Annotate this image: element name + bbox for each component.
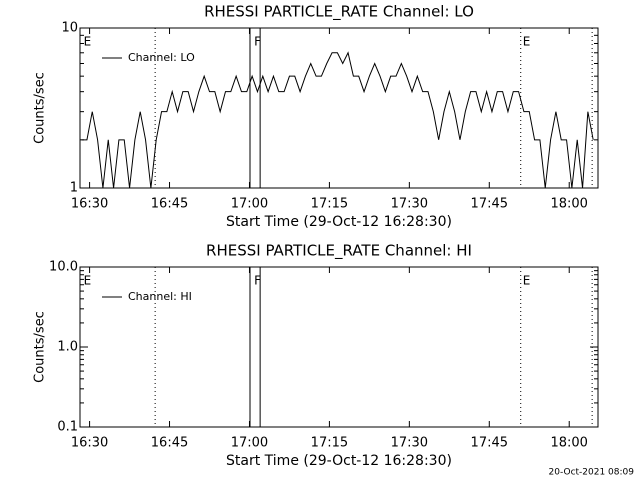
event-label: E xyxy=(523,35,531,49)
y-axis-label: Counts/sec xyxy=(33,72,48,144)
x-tick-label: 16:30 xyxy=(71,197,108,212)
y-axis-label: Counts/sec xyxy=(33,311,48,383)
x-tick-label: 17:30 xyxy=(391,436,428,451)
event-label: E xyxy=(84,35,92,49)
chart-title: RHESSI PARTICLE_RATE Channel: LO xyxy=(204,3,474,22)
x-tick-label: 16:45 xyxy=(151,436,188,451)
x-tick-label: 16:30 xyxy=(71,436,108,451)
x-tick-label: 18:00 xyxy=(550,436,587,451)
event-label: E xyxy=(523,274,531,288)
y-tick-label: 10.0 xyxy=(49,260,78,275)
x-tick-label: 17:15 xyxy=(311,436,348,451)
x-tick-label: 17:30 xyxy=(391,197,428,212)
event-label: E xyxy=(84,274,92,288)
y-tick-label: 1 xyxy=(70,181,78,196)
x-tick-label: 17:00 xyxy=(231,436,268,451)
x-axis-label: Start Time (29-Oct-12 16:28:30) xyxy=(226,214,452,230)
x-tick-label: 16:45 xyxy=(151,197,188,212)
x-tick-label: 18:00 xyxy=(550,197,587,212)
plot-frame xyxy=(79,27,599,189)
y-tick-label: 1.0 xyxy=(57,340,78,355)
x-tick-label: 17:45 xyxy=(471,197,508,212)
event-label: F xyxy=(254,35,261,49)
legend-label: Channel: LO xyxy=(128,51,195,64)
legend-label: Channel: HI xyxy=(128,290,192,303)
x-tick-label: 17:00 xyxy=(231,197,268,212)
x-tick-label: 17:15 xyxy=(311,197,348,212)
x-axis-label: Start Time (29-Oct-12 16:28:30) xyxy=(226,453,452,469)
timestamp: 20-Oct-2021 08:09 xyxy=(549,468,635,478)
event-label: F xyxy=(254,274,261,288)
y-tick-label: 0.1 xyxy=(57,420,78,435)
chart-title: RHESSI PARTICLE_RATE Channel: HI xyxy=(206,242,472,261)
data-line xyxy=(81,51,594,189)
y-tick-label: 10 xyxy=(61,21,78,36)
x-tick-label: 17:45 xyxy=(471,436,508,451)
